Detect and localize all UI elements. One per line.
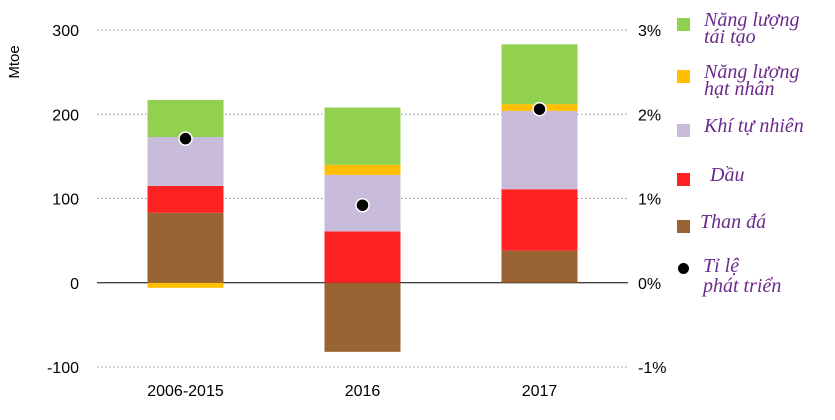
- y-axis-label: Mtoe: [6, 45, 23, 78]
- x-category-label: 2017: [522, 383, 558, 400]
- bar-segment: [501, 250, 578, 283]
- bar-segment: [147, 212, 224, 283]
- bar-segment: [324, 282, 401, 352]
- y2-tick-label: 2%: [638, 107, 661, 124]
- y2-axis-ticks: -1% 0% 1% 2% 3%: [638, 23, 666, 377]
- growth-dot: [178, 131, 193, 146]
- y2-tick-label: 3%: [638, 23, 661, 40]
- bars: [147, 44, 578, 352]
- bar-segment: [501, 44, 578, 105]
- y-tick-label: -100: [47, 360, 79, 377]
- bar-segment: [324, 164, 401, 175]
- growth-dot: [532, 101, 547, 117]
- y-tick-label: 200: [52, 107, 79, 124]
- y-axis-ticks: -100 0 100 200 300: [47, 23, 79, 377]
- y-tick-label: 100: [52, 192, 79, 209]
- bar-segment: [501, 189, 578, 251]
- y-tick-label: 300: [52, 23, 79, 40]
- bar-segment: [501, 110, 578, 190]
- bar-segment: [324, 231, 401, 283]
- bar-segment: [147, 99, 224, 137]
- bar-segment: [324, 107, 401, 165]
- y-tick-label: 0: [70, 276, 79, 293]
- y2-tick-label: -1%: [638, 360, 666, 377]
- growth-dots: [178, 101, 547, 213]
- bar-segment: [147, 185, 224, 213]
- y2-tick-label: 1%: [638, 192, 661, 209]
- y2-tick-label: 0%: [638, 276, 661, 293]
- x-category-label: 2006-2015: [147, 383, 224, 400]
- growth-dot: [355, 197, 370, 213]
- x-axis-categories: 2006-2015 2016 2017: [147, 383, 557, 400]
- bar-segment: [147, 282, 224, 288]
- x-category-label: 2016: [345, 383, 381, 400]
